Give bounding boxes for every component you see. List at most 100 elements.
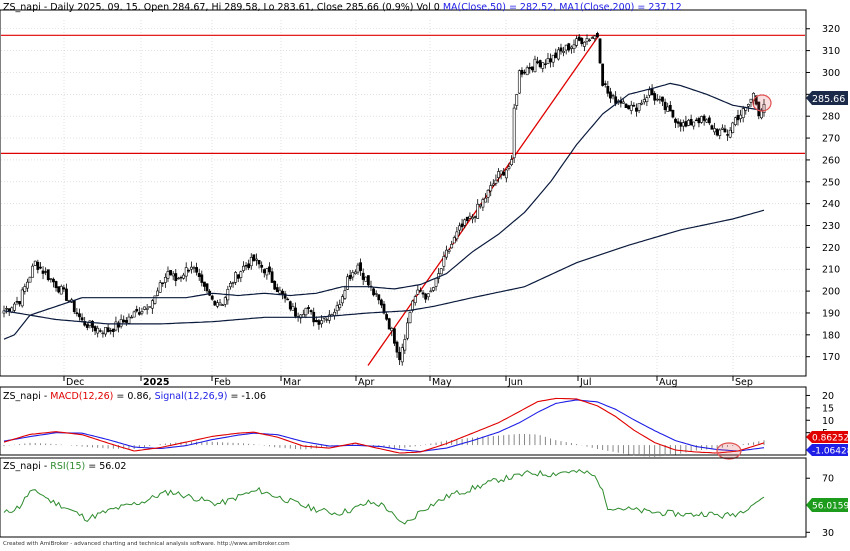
candle-body bbox=[213, 300, 217, 306]
candle-body bbox=[465, 216, 469, 221]
candle-body bbox=[283, 293, 287, 299]
candle-body bbox=[351, 272, 355, 278]
candle-body bbox=[400, 347, 404, 363]
candle-body bbox=[304, 307, 308, 316]
candle-body bbox=[187, 270, 191, 272]
candle-body bbox=[52, 278, 55, 283]
candle-body bbox=[67, 300, 71, 302]
macd-tick-label: 10 bbox=[822, 416, 834, 427]
candle-body bbox=[309, 310, 313, 313]
price-title-ma: MA(Close,50) = 282.52, MA1(Close,200) = … bbox=[443, 2, 682, 13]
candle-body bbox=[218, 302, 222, 306]
candle-body bbox=[538, 60, 542, 68]
macd-title-signal-value: = -1.06 bbox=[227, 391, 266, 402]
candle-body bbox=[530, 66, 534, 71]
candle-body bbox=[379, 299, 383, 306]
price-grid bbox=[1, 20, 805, 376]
candle-body bbox=[429, 290, 433, 293]
candle-body bbox=[478, 204, 482, 207]
candle-body bbox=[512, 107, 516, 159]
candle-body bbox=[715, 128, 719, 136]
candle-body bbox=[171, 273, 175, 277]
candle-body bbox=[239, 271, 243, 278]
candle-body bbox=[575, 38, 579, 46]
candle-body bbox=[390, 328, 394, 332]
macd-line bbox=[3, 397, 765, 454]
candle-body bbox=[645, 97, 649, 102]
candle-body bbox=[476, 203, 480, 219]
candle-body bbox=[603, 83, 607, 85]
moving-averages bbox=[3, 82, 765, 340]
candle-body bbox=[655, 98, 659, 101]
candle-body bbox=[426, 293, 430, 298]
candle-body bbox=[13, 303, 16, 311]
candle-body bbox=[583, 41, 586, 47]
price-value-text: 285.66 bbox=[812, 94, 845, 105]
candle-body bbox=[702, 115, 706, 121]
signal-value-text: -1.06428 bbox=[812, 447, 850, 457]
candle-body bbox=[166, 271, 170, 279]
macd-tick-label: 15 bbox=[822, 403, 834, 414]
candle-body bbox=[62, 287, 66, 290]
candle-body bbox=[697, 118, 701, 124]
candle-body bbox=[533, 58, 537, 73]
rsi-line bbox=[3, 469, 765, 525]
candle-body bbox=[101, 332, 105, 335]
candle-body bbox=[36, 261, 40, 270]
macd-title-signal: Signal(12,26,9) bbox=[155, 391, 228, 402]
month-label: Feb bbox=[214, 377, 231, 388]
candle-body bbox=[127, 316, 131, 324]
price-tick-label: 310 bbox=[822, 46, 840, 57]
candle-body bbox=[78, 313, 81, 318]
candle-body bbox=[403, 339, 407, 351]
candle-body bbox=[541, 62, 545, 69]
candle-body bbox=[731, 122, 735, 133]
candle-body bbox=[577, 36, 581, 41]
candle-body bbox=[642, 99, 646, 103]
macd-lines bbox=[3, 397, 765, 454]
candle-body bbox=[590, 37, 594, 39]
price-panel: 1701801902002102202302402502602702802903… bbox=[0, 2, 848, 388]
candle-body bbox=[262, 269, 266, 274]
candle-body bbox=[320, 320, 323, 325]
candle-body bbox=[340, 296, 344, 304]
candle-body bbox=[596, 33, 599, 38]
candle-body bbox=[687, 120, 690, 126]
candle-body bbox=[416, 289, 420, 295]
candle-body bbox=[255, 258, 258, 261]
candle-body bbox=[184, 267, 188, 277]
candle-body bbox=[502, 171, 506, 176]
candle-body bbox=[679, 122, 683, 127]
macd-title-macd-value: = 0.86, bbox=[113, 391, 154, 402]
candle-body bbox=[88, 320, 92, 326]
price-title: ZS_napi - Daily 2025. 09. 15. Open 284.6… bbox=[3, 2, 682, 13]
candle-body bbox=[611, 94, 615, 97]
candle-body bbox=[572, 44, 576, 49]
candle-body bbox=[452, 237, 456, 244]
candle-body bbox=[140, 311, 144, 314]
candle-body bbox=[265, 268, 269, 276]
candle-body bbox=[377, 294, 381, 301]
price-tick-label: 260 bbox=[822, 155, 840, 166]
rsi-tick-label: 30 bbox=[822, 528, 834, 539]
month-label: Sep bbox=[735, 377, 753, 388]
candle-body bbox=[510, 159, 513, 166]
candle-body bbox=[562, 50, 565, 53]
candle-body bbox=[762, 103, 766, 113]
candle-body bbox=[291, 306, 295, 311]
month-label: Jul bbox=[579, 377, 591, 388]
ma200-line bbox=[3, 209, 765, 325]
candle-body bbox=[528, 67, 532, 69]
candle-body bbox=[442, 256, 446, 267]
candle-body bbox=[20, 289, 24, 307]
candle-body bbox=[666, 106, 670, 112]
candle-body bbox=[385, 314, 389, 320]
candle-body bbox=[49, 278, 53, 280]
candle-body bbox=[520, 69, 524, 75]
ma50-line bbox=[3, 82, 765, 340]
candle-body bbox=[137, 312, 141, 315]
candle-body bbox=[668, 104, 672, 112]
price-tick-label: 300 bbox=[822, 68, 840, 79]
candle-body bbox=[148, 306, 152, 308]
candle-body bbox=[551, 54, 555, 63]
